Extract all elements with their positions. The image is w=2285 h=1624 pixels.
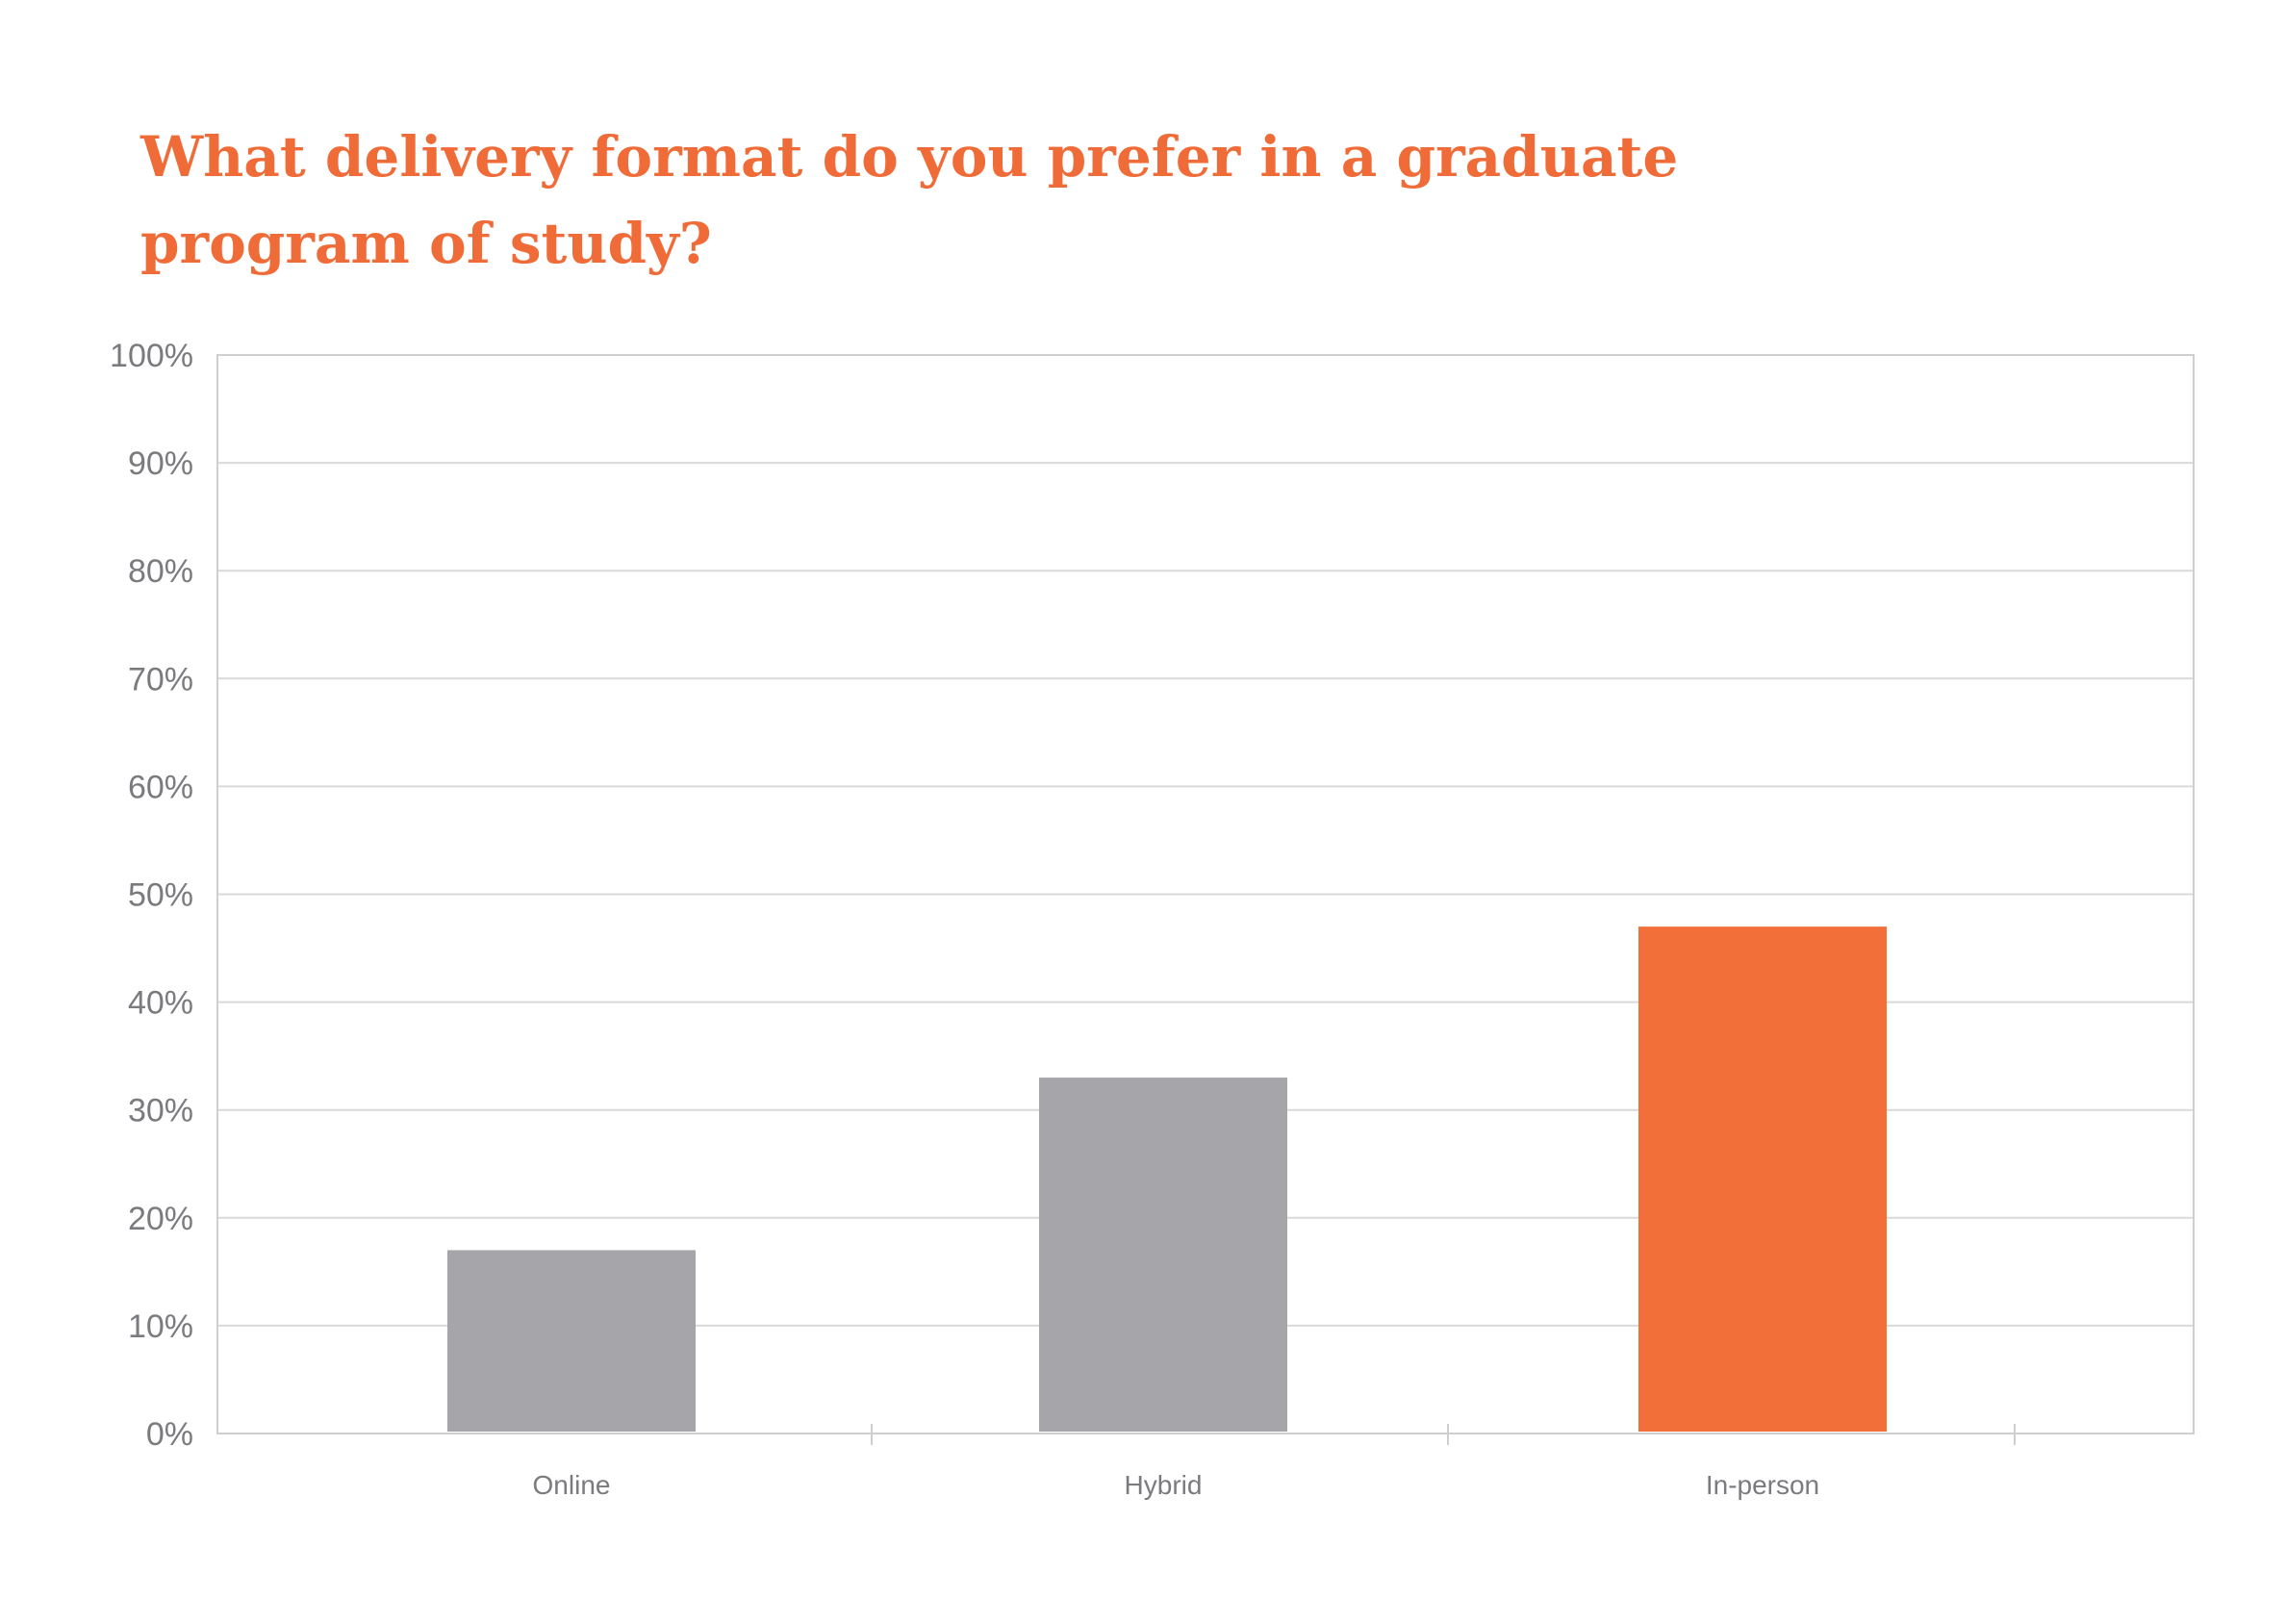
bar-hybrid — [1039, 1078, 1287, 1432]
x-axis-labels: Online Hybrid In-person — [533, 1470, 1820, 1500]
plot-frame — [216, 354, 2195, 1434]
x-category-label: In-person — [1706, 1470, 1819, 1500]
chart-title: What delivery format do you prefer in a … — [140, 124, 1679, 276]
y-tick-label: 100% — [110, 338, 193, 374]
y-tick-label: 10% — [128, 1308, 193, 1345]
y-tick-label: 0% — [146, 1416, 193, 1453]
bars — [447, 926, 1887, 1432]
y-tick-label: 20% — [128, 1201, 193, 1237]
y-tick-label: 30% — [128, 1093, 193, 1129]
x-axis-ticks — [871, 1424, 2016, 1445]
bar-online — [447, 1250, 696, 1432]
y-tick-label: 80% — [128, 553, 193, 590]
x-category-label: Online — [533, 1470, 611, 1500]
bar-in-person — [1638, 926, 1887, 1432]
x-category-label: Hybrid — [1125, 1470, 1203, 1500]
y-tick-label: 50% — [128, 877, 193, 914]
y-tick-label: 40% — [128, 985, 193, 1022]
y-tick-label: 90% — [128, 445, 193, 482]
y-tick-label: 60% — [128, 769, 193, 805]
y-tick-label: 70% — [128, 661, 193, 698]
y-axis-labels: 0% 10% 20% 30% 40% 50% 60% 70% 80% 90% 100% — [110, 338, 193, 1453]
